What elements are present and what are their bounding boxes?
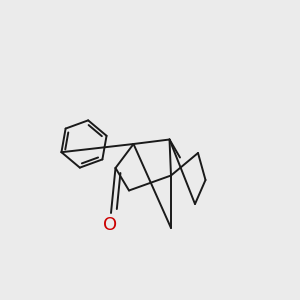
Text: O: O [103,216,117,234]
